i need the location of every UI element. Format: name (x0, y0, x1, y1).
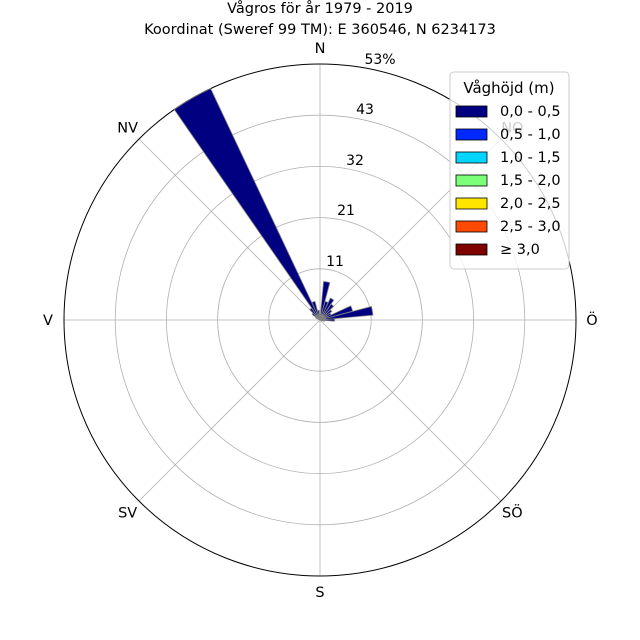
legend-label: 1,5 - 2,0 (500, 173, 561, 189)
legend-swatch (455, 197, 488, 210)
radial-tick-label: 11 (326, 254, 344, 270)
legend-swatch (455, 243, 488, 256)
direction-label-Ö: Ö (586, 311, 597, 329)
grid-spoke-NV (138, 138, 321, 321)
sector-110-series-0 (319, 319, 323, 322)
legend-swatch (455, 174, 488, 187)
radial-tick-label: 53% (364, 52, 395, 68)
legend-label: 2,5 - 3,0 (500, 219, 561, 235)
grid-spoke-SÖ (319, 319, 502, 502)
radial-tick-labels: 11 21 32 43 53% (326, 52, 395, 270)
legend-label: 0,0 - 0,5 (500, 104, 561, 120)
direction-label-SÖ: SÖ (502, 503, 523, 521)
sector-80-series-0 (319, 306, 374, 321)
sector-40-series-0 (319, 303, 335, 321)
direction-label-NV: NV (117, 121, 138, 137)
legend-label: ≥ 3,0 (500, 242, 540, 258)
radial-tick-label: 21 (337, 203, 355, 219)
legend-swatch (455, 151, 488, 164)
legend: Våghöjd (m) 0,0 - 0,5 0,5 - 1,0 1,0 - 1,5 1… (449, 71, 570, 270)
radial-tick-label: 43 (356, 102, 374, 118)
legend-title: Våghöjd (m) (463, 79, 554, 97)
direction-label-S: S (315, 585, 324, 601)
sector-340-series-0 (311, 300, 321, 321)
chart-title: Vågros för år 1979 - 2019 (227, 0, 413, 17)
sector-50-series-0 (319, 309, 333, 321)
polar-grid (63, 63, 577, 577)
radial-tick-label: 32 (346, 153, 364, 169)
grid-spoke-SV (138, 319, 321, 502)
legend-swatch (455, 220, 488, 233)
legend-swatch (455, 105, 488, 118)
legend-label: 0,5 - 1,0 (500, 127, 561, 143)
wave-sectors (173, 88, 374, 322)
outer-ring (63, 63, 577, 577)
direction-label-N: N (315, 41, 326, 57)
direction-label-V: V (43, 313, 53, 329)
chart-subtitle: Koordinat (Sweref 99 TM): E 360546, N 62… (144, 22, 496, 38)
legend-swatch (455, 128, 488, 141)
legend-label: 2,0 - 2,5 (500, 196, 561, 212)
legend-label: 1,0 - 1,5 (500, 150, 561, 166)
sector-330-series-0 (173, 88, 321, 321)
legend-items: 0,0 - 0,5 0,5 - 1,0 1,0 - 1,5 1,5 - 2,0 2,0 … (455, 104, 561, 258)
sector-350-series-0 (317, 309, 321, 321)
sector-90-series-0 (319, 318, 335, 322)
direction-label-SV: SV (118, 505, 137, 521)
legend-frame (449, 71, 570, 270)
